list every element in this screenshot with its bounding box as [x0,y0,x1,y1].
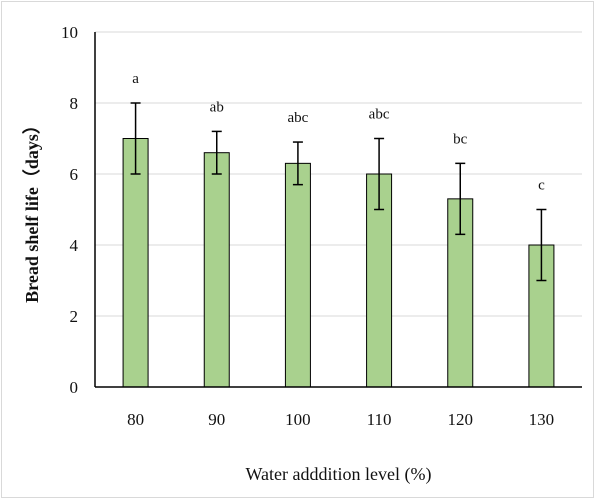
x-tick-label: 130 [529,410,555,429]
x-axis-title: Water adddition level (%) [246,464,432,485]
gridlines [95,31,582,317]
significance-label: c [538,178,545,194]
significance-label: abc [369,107,390,123]
x-tick-label: 120 [448,410,474,429]
y-axis-title: Bread shelf life（days） [22,116,42,303]
x-tick-label: 80 [127,410,144,429]
bars [122,102,555,388]
y-tick-label: 0 [70,378,79,397]
chart-frame: 0 2 4 6 8 10 a 80 ab 90 abc 100 abc 110 bc 120 c 130 Wate… [1,1,594,498]
bar [284,162,311,388]
bar-chart: 0 2 4 6 8 10 a 80 ab 90 abc 100 abc 110 bc 120 c 130 Wate… [22,23,582,485]
bar [122,138,149,388]
significance-label: a [132,71,139,87]
significance-label: ab [210,99,224,115]
x-tick-label: 90 [208,410,225,429]
bar [203,152,230,388]
y-tick-label: 8 [70,94,79,113]
axes [94,32,582,388]
y-tick-label: 6 [70,165,79,184]
error-bar [455,162,466,236]
tick-labels: 0 2 4 6 8 10 a 80 ab 90 abc 100 abc 110 bc 120 c 130 [61,23,554,429]
x-tick-label: 110 [367,410,392,429]
error-bar [374,137,385,211]
x-tick-label: 100 [285,410,311,429]
y-tick-label: 4 [70,236,79,255]
error-bar [211,130,222,175]
significance-label: abc [288,110,309,126]
error-bar [130,102,141,175]
error-bar [292,141,303,186]
error-bar [536,208,547,282]
y-tick-label: 10 [61,23,78,42]
significance-label: bc [453,131,468,147]
y-tick-label: 2 [70,307,79,326]
